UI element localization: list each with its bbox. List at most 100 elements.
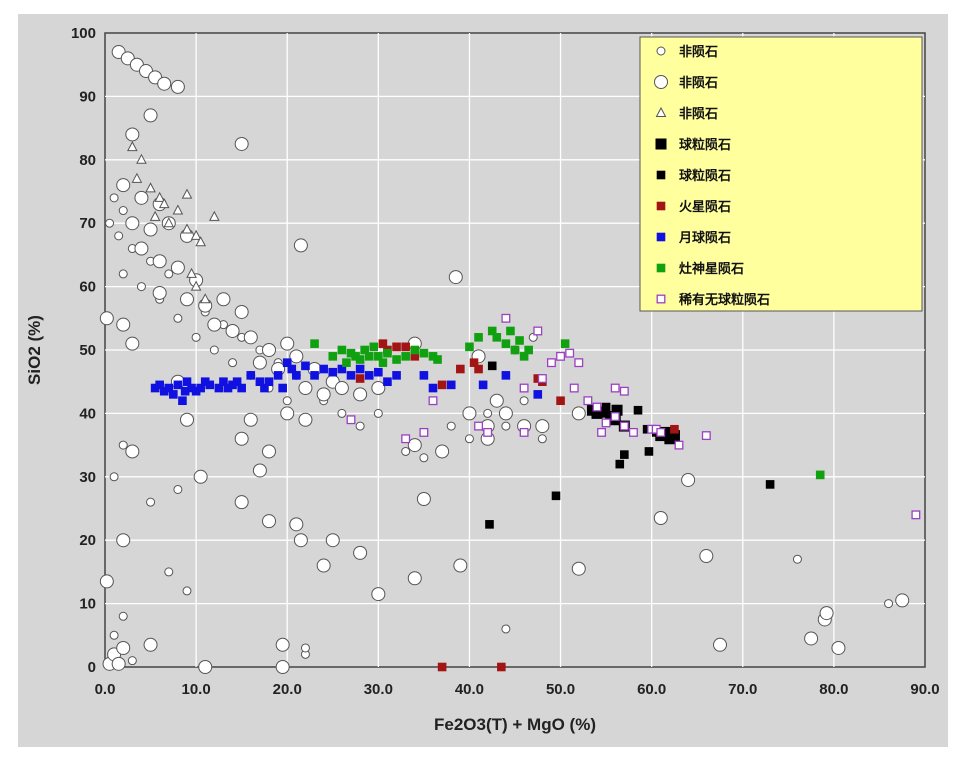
data-point (278, 383, 287, 393)
data-point (469, 358, 479, 367)
data-point (111, 656, 126, 671)
data-point (186, 267, 197, 278)
data-point (831, 640, 846, 655)
data-point (592, 402, 602, 412)
y-tick-label: 0 (88, 659, 96, 676)
data-point (437, 380, 447, 390)
data-point (342, 358, 351, 367)
data-point (601, 418, 611, 428)
data-point (109, 630, 119, 640)
legend-label: 稀有无球粒陨石 (679, 292, 770, 308)
data-point (656, 427, 666, 437)
data-point (260, 383, 269, 393)
data-point (190, 280, 202, 291)
series-7 (310, 326, 825, 480)
data-point (815, 470, 825, 480)
data-point (619, 421, 629, 431)
data-point (300, 643, 310, 653)
data-point (392, 342, 401, 352)
data-point (713, 637, 727, 652)
data-point (180, 292, 194, 307)
x-tick-label: 20.0 (273, 681, 302, 698)
data-point (410, 345, 420, 355)
legend-label: 球粒陨石 (679, 137, 731, 153)
legend-marker (656, 170, 666, 180)
data-point (136, 153, 147, 164)
data-point (125, 216, 140, 231)
data-point (433, 355, 442, 364)
data-point (670, 424, 679, 434)
data-point (143, 108, 158, 123)
data-point (378, 358, 388, 367)
data-point (546, 358, 556, 368)
data-point (118, 611, 128, 621)
data-point (383, 348, 392, 358)
legend-marker (656, 294, 666, 304)
data-point (181, 223, 193, 234)
data-point (143, 637, 158, 652)
data-point (674, 440, 684, 450)
data-point (109, 472, 119, 482)
data-point (524, 345, 533, 355)
data-point (170, 260, 185, 275)
data-point (407, 438, 422, 453)
data-point (328, 352, 338, 361)
data-point (205, 380, 215, 390)
data-point (610, 383, 620, 393)
y-tick-label: 20 (79, 532, 96, 549)
data-point (535, 419, 550, 434)
data-point (419, 427, 429, 437)
data-point (501, 339, 511, 348)
data-point (182, 586, 192, 596)
data-point (127, 141, 138, 152)
data-point (474, 333, 483, 342)
data-point (819, 606, 834, 621)
data-point (280, 336, 295, 351)
data-point (456, 364, 465, 374)
data-point (116, 178, 131, 193)
data-point (216, 292, 231, 307)
data-point (644, 447, 654, 456)
data-point (474, 421, 484, 431)
data-point (275, 660, 290, 674)
data-point (355, 421, 365, 431)
data-point (158, 198, 170, 209)
data-point (701, 431, 711, 441)
data-point (583, 396, 593, 406)
data-point (145, 182, 156, 193)
x-tick-label: 30.0 (364, 681, 393, 698)
data-point (483, 408, 493, 418)
data-point (198, 660, 213, 674)
data-point (114, 231, 124, 241)
legend-label: 火星陨石 (679, 200, 731, 215)
data-point (252, 355, 267, 370)
data-point (895, 593, 910, 608)
legend-marker (655, 106, 667, 117)
x-tick-label: 80.0 (819, 681, 848, 698)
data-point (190, 229, 202, 240)
data-point (116, 533, 131, 548)
y-tick-labels: 0 10 20 30 40 50 60 70 80 90 100 (71, 25, 96, 676)
data-point (125, 127, 140, 142)
data-point (353, 545, 368, 560)
data-point (118, 269, 128, 279)
data-point (419, 371, 429, 380)
data-point (209, 345, 219, 355)
data-point (310, 339, 319, 348)
data-point (219, 377, 228, 386)
data-point (131, 172, 143, 183)
data-point (610, 412, 620, 422)
data-point (355, 374, 365, 383)
legend-label: 灶神星陨石 (679, 261, 744, 277)
data-point (255, 377, 265, 386)
data-point (487, 361, 497, 371)
y-tick-label: 70 (79, 215, 96, 232)
data-point (170, 79, 185, 94)
data-point (173, 313, 183, 323)
data-point (448, 270, 463, 285)
data-point (483, 427, 493, 437)
data-point (264, 377, 274, 386)
data-point (118, 206, 128, 216)
data-point (378, 339, 388, 348)
data-point (453, 558, 468, 573)
